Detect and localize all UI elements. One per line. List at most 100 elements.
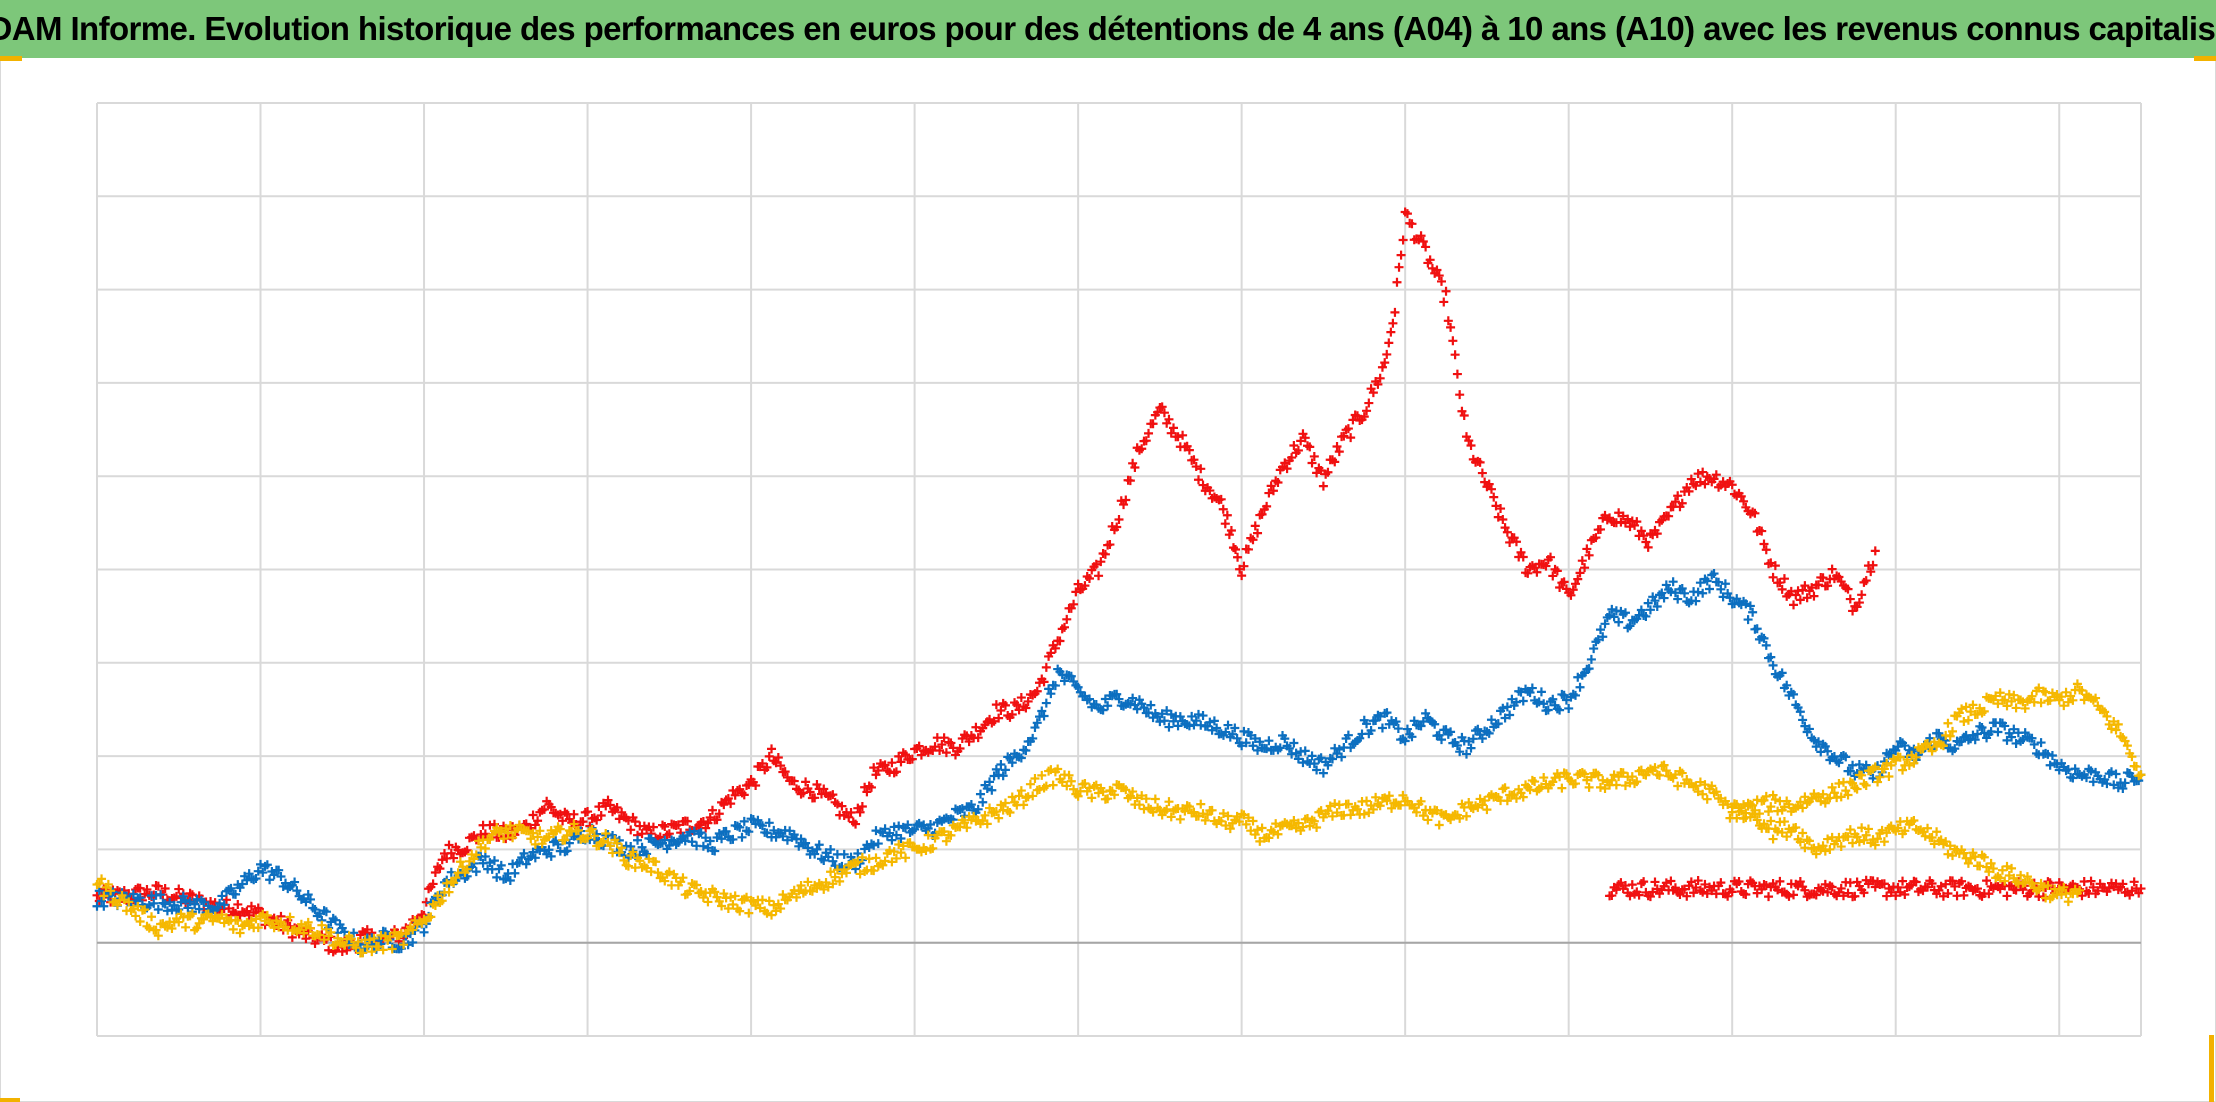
data-point: [1632, 777, 1642, 787]
data-point: [564, 838, 574, 848]
data-point: [1237, 741, 1247, 751]
data-point: [1139, 703, 1149, 713]
data-point: [106, 886, 116, 896]
data-point: [1343, 424, 1353, 434]
series-1: [1605, 875, 2146, 902]
data-point: [337, 946, 347, 956]
data-point: [1866, 567, 1876, 577]
data-point: [1750, 809, 1760, 819]
data-point: [1144, 428, 1154, 438]
data-point: [1059, 676, 1069, 686]
data-point: [162, 922, 172, 932]
data-point: [569, 809, 579, 819]
data-point: [605, 841, 615, 851]
data-point: [305, 923, 315, 933]
data-point: [780, 767, 790, 777]
data-point: [1970, 735, 1980, 745]
data-point: [1843, 888, 1853, 898]
data-point: [1250, 734, 1260, 744]
data-point: [1898, 765, 1908, 775]
data-point: [885, 828, 895, 838]
data-point: [1675, 890, 1685, 900]
data-point: [165, 897, 175, 907]
data-point: [941, 836, 951, 846]
data-point: [1232, 733, 1242, 743]
data-point: [1979, 728, 1989, 738]
data-point: [2134, 888, 2144, 898]
data-point: [199, 914, 209, 924]
data-point: [333, 933, 343, 943]
data-point: [762, 908, 772, 918]
data-point: [583, 807, 593, 817]
data-point: [140, 889, 150, 899]
data-point: [1114, 694, 1124, 704]
data-point: [1589, 644, 1599, 654]
data-point: [960, 818, 970, 828]
data-point: [346, 934, 356, 944]
data-point: [1700, 879, 1710, 889]
data-point: [855, 807, 865, 817]
data-point: [149, 898, 159, 908]
data-point: [1434, 271, 1444, 281]
data-point: [2004, 871, 2014, 881]
data-point: [1048, 780, 1058, 790]
data-point: [1652, 529, 1662, 539]
data-point: [1959, 716, 1969, 726]
data-point: [776, 761, 786, 771]
data-point: [1559, 690, 1569, 700]
data-point: [1988, 864, 1998, 874]
data-point: [737, 832, 747, 842]
data-point: [1561, 695, 1571, 705]
data-point: [1430, 719, 1440, 729]
data-point: [1820, 846, 1830, 856]
data-point: [342, 945, 352, 955]
data-point: [1777, 584, 1787, 594]
data-point: [1586, 654, 1596, 664]
data-point: [1870, 840, 1880, 850]
data-point: [660, 822, 670, 832]
data-point: [1941, 879, 1951, 889]
data-point: [2057, 890, 2067, 900]
data-point: [1804, 836, 1814, 846]
data-point: [1739, 496, 1749, 506]
data-point: [1373, 379, 1383, 389]
data-point: [1248, 816, 1258, 826]
data-point: [1986, 858, 1996, 868]
data-point: [551, 826, 561, 836]
data-point: [1911, 752, 1921, 762]
data-point: [1016, 786, 1026, 796]
data-point: [1300, 746, 1310, 756]
data-point: [2020, 728, 2030, 738]
data-point: [1820, 798, 1830, 808]
series-2: [92, 569, 2146, 957]
data-point: [853, 848, 863, 858]
data-point: [1823, 746, 1833, 756]
data-point: [1100, 549, 1110, 559]
data-point: [97, 874, 107, 884]
data-point: [1693, 469, 1703, 479]
data-point: [365, 935, 375, 945]
data-point: [226, 883, 236, 893]
data-point: [446, 848, 456, 858]
data-point: [2077, 891, 2087, 901]
data-point: [1702, 794, 1712, 804]
data-point: [1218, 809, 1228, 819]
data-point: [1255, 836, 1265, 846]
data-point: [1863, 824, 1873, 834]
data-point: [2111, 769, 2121, 779]
data-point: [873, 766, 883, 776]
data-point: [1552, 566, 1562, 576]
data-point: [1191, 462, 1201, 472]
data-point: [789, 830, 799, 840]
data-point: [1759, 633, 1769, 643]
data-point: [910, 824, 920, 834]
data-point: [299, 928, 309, 938]
data-point: [1868, 773, 1878, 783]
data-point: [1280, 734, 1290, 744]
data-point: [1925, 733, 1935, 743]
data-point: [1593, 770, 1603, 780]
data-point: [871, 853, 881, 863]
data-point: [1080, 779, 1090, 789]
data-point: [1777, 828, 1787, 838]
data-point: [962, 823, 972, 833]
